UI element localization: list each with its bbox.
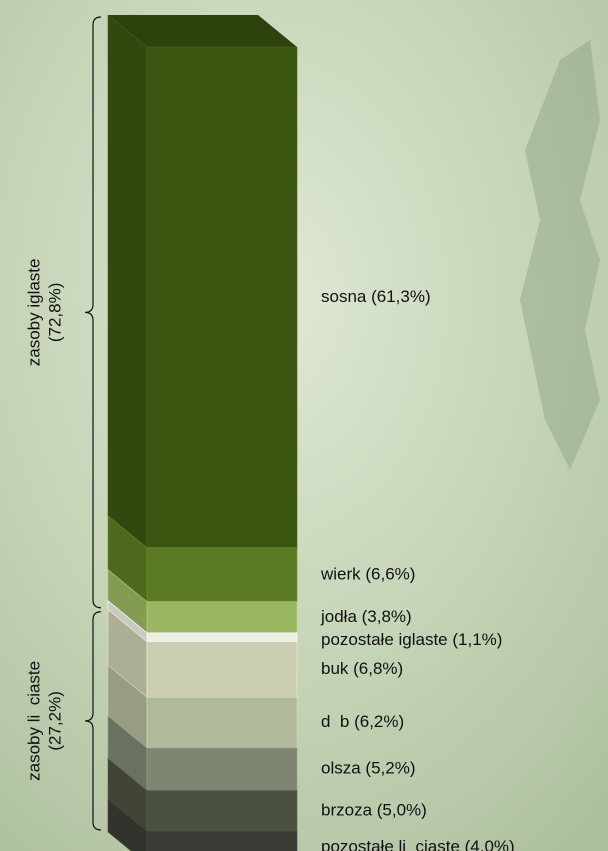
segment-label: pozostałe li ciaste (4,0%) [321, 837, 515, 851]
group-value-label: (27,2%) [45, 691, 64, 751]
column-segment [146, 790, 298, 832]
map-decoration [520, 40, 600, 470]
column-segment [146, 601, 298, 634]
column-segment [146, 831, 298, 851]
segment-label: wierk (6,6%) [320, 564, 415, 583]
column-segment [146, 641, 298, 698]
chart-layer: sosna (61,3%) wierk (6,6%) jodła (3,8%) poz… [24, 14, 515, 851]
column-segment [146, 747, 298, 791]
group-value-label: (72,8%) [45, 283, 64, 343]
segment-label: jodła (3,8%) [320, 607, 412, 626]
group-brace [84, 611, 102, 831]
segment-label: sosna (61,3%) [321, 287, 431, 306]
column-segment [146, 697, 298, 749]
group-label: zasoby li ciaste [24, 661, 43, 781]
segment-label: olsza (5,2%) [321, 759, 415, 778]
column-segment [146, 547, 298, 603]
column-segment [146, 632, 298, 643]
segment-label: brzoza (5,0%) [321, 800, 427, 819]
segment-label: d b (6,2%) [321, 712, 404, 731]
column-side [107, 14, 148, 549]
segment-label: buk (6,8%) [321, 659, 403, 678]
segment-label: pozostałe iglaste (1,1%) [321, 630, 502, 649]
column-segment [146, 46, 298, 549]
column-side [107, 798, 148, 851]
group-brace [84, 16, 102, 609]
group-label: zasoby iglaste [24, 259, 43, 367]
column-top [108, 15, 297, 47]
